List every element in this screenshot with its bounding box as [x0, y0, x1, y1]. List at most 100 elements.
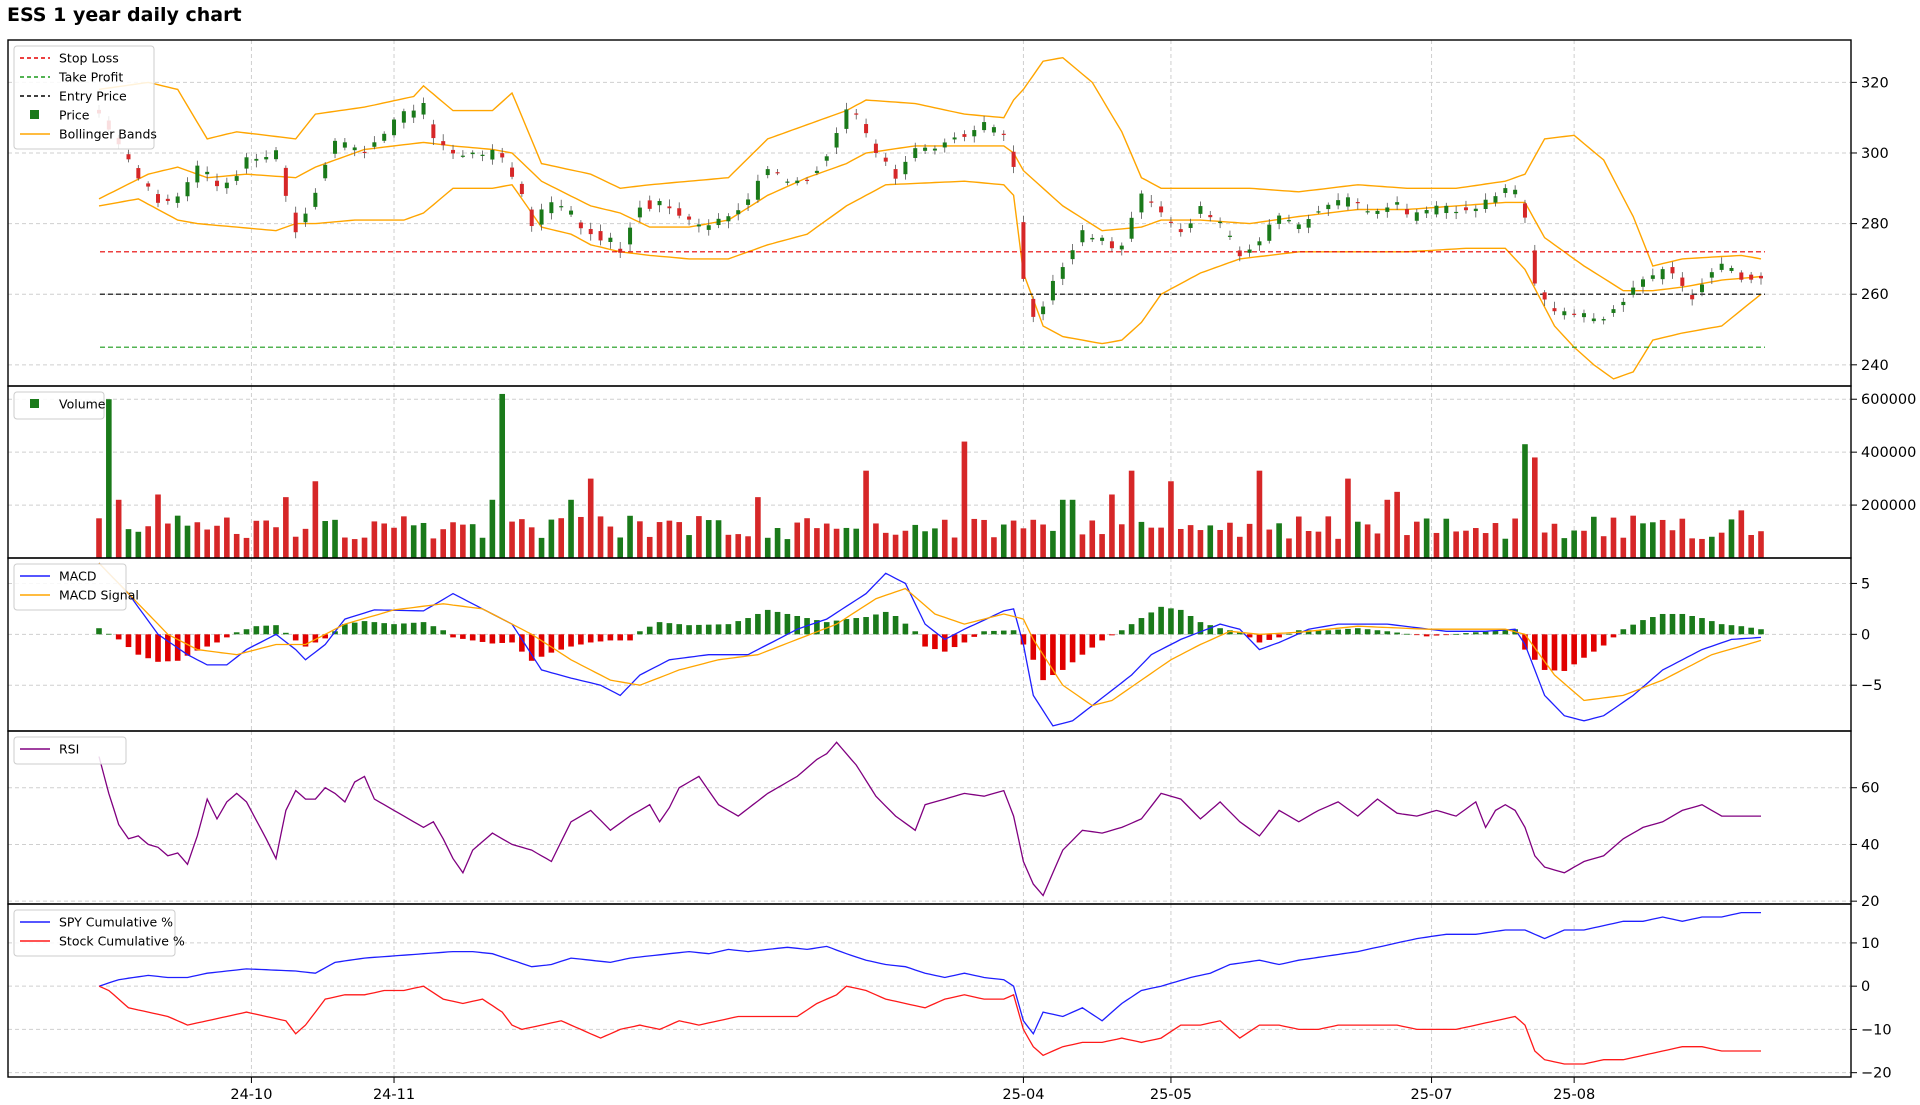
- candle-body: [647, 200, 652, 209]
- candle-body: [1454, 211, 1459, 214]
- candle-body: [598, 231, 603, 241]
- x-tick-label: 24-11: [373, 1087, 415, 1103]
- volume-bar: [273, 527, 279, 558]
- volume-bar: [764, 537, 771, 558]
- volume-bar: [1512, 518, 1518, 558]
- candle-body: [1631, 287, 1636, 295]
- volume-bar: [991, 537, 997, 558]
- macd-histogram-bar: [1138, 618, 1145, 635]
- macd-histogram-bar: [1502, 630, 1509, 635]
- candle-body: [1306, 219, 1311, 228]
- candle-body: [283, 167, 288, 196]
- candle-body: [1296, 224, 1301, 230]
- macd-histogram-bar: [971, 634, 978, 637]
- macd-histogram-bar: [646, 626, 653, 635]
- candle-body: [185, 182, 190, 197]
- volume-bar: [1718, 532, 1725, 558]
- macd-histogram-bar: [1197, 622, 1204, 635]
- macd-histogram-bar: [1709, 621, 1715, 635]
- macd-histogram-bar: [233, 632, 240, 635]
- cumulative-ytick-label: 0: [1861, 979, 1870, 995]
- candle-body: [205, 171, 210, 175]
- macd-histogram-bar: [568, 634, 574, 647]
- rsi-legend: RSI: [13, 736, 127, 765]
- candle-body: [1218, 221, 1223, 223]
- volume-bar: [705, 520, 712, 558]
- macd-histogram-bar: [371, 622, 378, 635]
- candle-body: [372, 142, 377, 147]
- candle-body: [529, 209, 534, 227]
- macd-histogram-bar: [342, 624, 348, 635]
- volume-bar: [1020, 528, 1027, 558]
- candle-body: [382, 133, 387, 141]
- macd-histogram-bar: [509, 634, 515, 643]
- legend-box: [13, 736, 127, 765]
- macd-histogram-bar: [1374, 630, 1381, 635]
- candle-body: [1562, 311, 1567, 316]
- volume-bar: [922, 531, 928, 558]
- macd-histogram-bar: [1748, 627, 1754, 635]
- candle-body: [687, 216, 692, 220]
- macd-histogram-bar: [1187, 616, 1194, 635]
- legend-label: MACD: [59, 569, 96, 584]
- legend-label: SPY Cumulative %: [59, 915, 173, 930]
- volume-bar: [1699, 538, 1705, 558]
- macd-histogram-bar: [902, 623, 909, 635]
- volume-bar: [1502, 538, 1509, 558]
- candle-body: [1109, 241, 1114, 249]
- candle-body: [1670, 267, 1675, 274]
- macd-histogram-bar: [627, 634, 633, 641]
- volume-bar: [322, 521, 328, 558]
- candle-body: [657, 200, 662, 206]
- legend-label: Stock Cumulative %: [59, 934, 185, 949]
- volume-bar: [214, 525, 220, 558]
- volume-bar: [440, 529, 447, 558]
- volume-bar: [509, 521, 515, 558]
- volume-bar: [607, 526, 614, 558]
- macd-histogram-bar: [106, 633, 112, 635]
- cumulative-ytick-label: 10: [1861, 936, 1879, 952]
- candle-body: [706, 225, 711, 230]
- legend-label: Entry Price: [59, 89, 127, 104]
- macd-histogram-bar: [863, 617, 869, 635]
- volume-bar: [1040, 524, 1046, 558]
- volume-bar: [676, 522, 683, 558]
- candle-body: [1611, 309, 1616, 313]
- candle-body: [1729, 267, 1734, 271]
- macd-histogram-bar: [1699, 618, 1705, 635]
- spy-cumulative-line: [98, 911, 1761, 1036]
- volume-bar: [902, 530, 909, 558]
- macd-histogram-bar: [1473, 632, 1479, 635]
- candle-body: [1227, 235, 1232, 237]
- macd-histogram-bar: [1630, 624, 1636, 635]
- volume-bar: [430, 538, 437, 558]
- volume-bar: [1669, 530, 1676, 558]
- volume-bar: [1256, 470, 1263, 558]
- macd-histogram-bar: [440, 630, 447, 635]
- volume-ytick-label: 600000: [1861, 392, 1916, 408]
- cumulative-panel: −20 −10 0 10: [8, 904, 1892, 1082]
- macd-histogram-bar: [912, 631, 919, 635]
- candle-body: [1100, 237, 1105, 241]
- candle-body: [903, 161, 908, 175]
- candle-body: [1336, 200, 1341, 206]
- candle-body: [923, 147, 928, 151]
- candle-body: [1513, 189, 1518, 195]
- volume-bar: [941, 519, 948, 558]
- volume-bar: [489, 499, 496, 558]
- volume-bar: [194, 522, 201, 558]
- volume-bar: [1541, 532, 1548, 558]
- volume-bar: [1207, 525, 1214, 558]
- candle-body: [1463, 207, 1468, 211]
- macd-histogram-bar: [951, 634, 958, 648]
- macd-histogram-bar: [833, 620, 840, 635]
- volume-bar: [263, 520, 269, 558]
- candle-body: [510, 167, 515, 177]
- macd-histogram-bar: [1000, 630, 1007, 635]
- candle-body: [1719, 263, 1724, 270]
- macd-histogram-bar: [1433, 634, 1440, 636]
- candle-body: [736, 210, 741, 215]
- candle-body: [913, 148, 918, 158]
- price-ytick-label: 260: [1861, 287, 1889, 303]
- macd-series: [96, 562, 1764, 727]
